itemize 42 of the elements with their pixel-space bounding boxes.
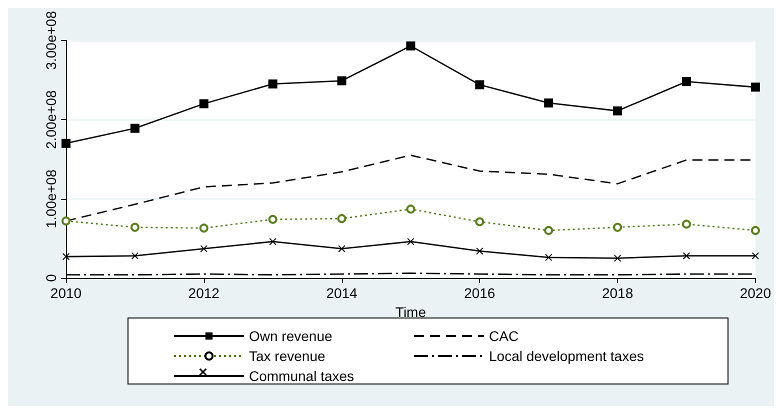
point <box>337 214 346 224</box>
y-tick-label: 1.00e+08 <box>43 169 59 228</box>
x-tick-label: 2016 <box>464 285 496 301</box>
legend-label: Communal taxes <box>249 368 354 384</box>
x-axis-title: Time <box>395 304 426 320</box>
point <box>199 224 208 233</box>
legend-label: Tax revenue <box>249 348 326 364</box>
point <box>62 253 70 260</box>
point <box>475 217 484 226</box>
x-tick-label: 2014 <box>326 285 358 301</box>
point <box>682 220 691 229</box>
x-tick-label: 2010 <box>50 285 82 301</box>
point <box>62 216 70 226</box>
legend-label: CAC <box>489 328 519 344</box>
point <box>406 41 416 50</box>
point <box>130 222 140 232</box>
point <box>268 214 278 224</box>
point <box>545 254 552 261</box>
point <box>268 79 278 88</box>
point <box>544 98 554 108</box>
y-tick-label: 0 <box>43 274 59 282</box>
point <box>544 226 554 235</box>
point <box>475 80 484 90</box>
point <box>62 138 70 148</box>
x-tick-label: 2012 <box>188 285 220 301</box>
x-tick-label: 2018 <box>602 285 634 301</box>
legend-label: Own revenue <box>249 328 332 344</box>
point <box>338 245 346 252</box>
point <box>199 99 208 108</box>
point <box>750 226 760 235</box>
point <box>750 82 760 92</box>
point <box>337 76 346 86</box>
point <box>613 222 622 232</box>
point <box>130 124 140 133</box>
y-tick-label: 2.00e+08 <box>43 90 59 149</box>
y-tick-label: 3.00e+08 <box>43 10 59 70</box>
point <box>200 245 208 252</box>
legend-label: Local development taxes <box>489 348 644 364</box>
point <box>613 106 622 116</box>
point <box>682 77 691 86</box>
x-tick-label: 2020 <box>740 285 772 301</box>
point <box>406 204 416 214</box>
